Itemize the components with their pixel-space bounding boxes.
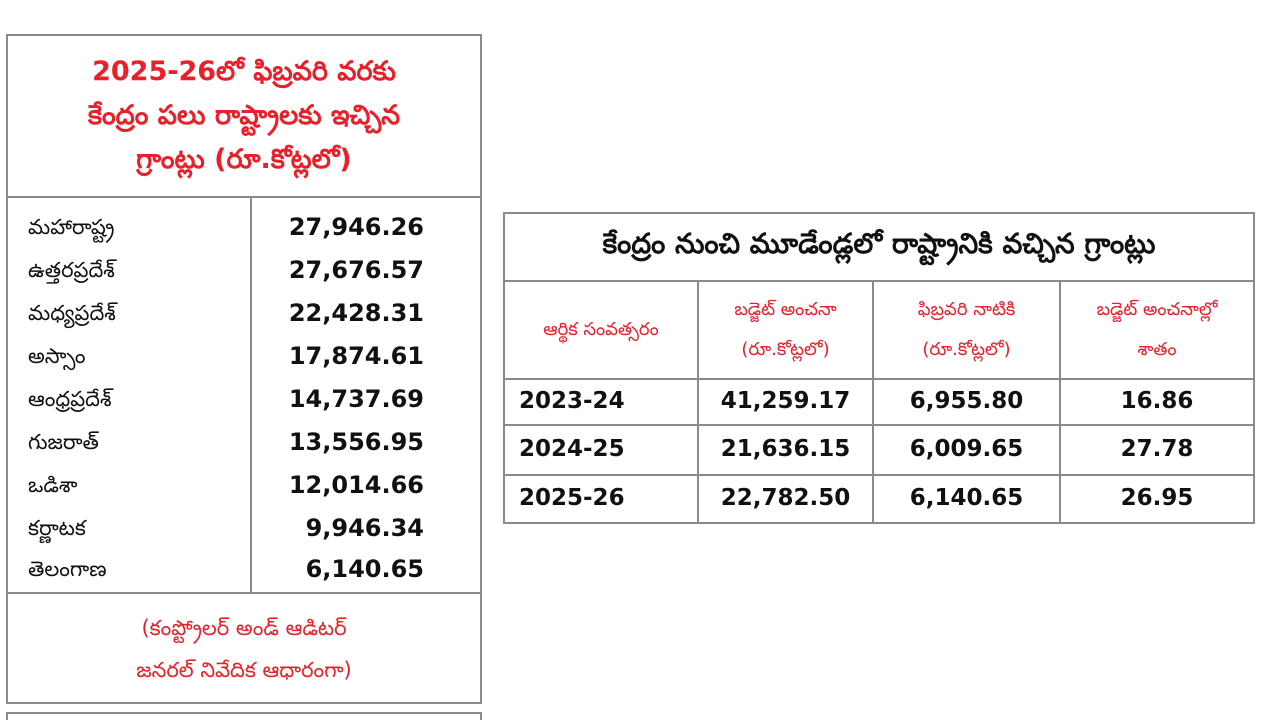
table-row: ఒడిశా 12,014.66 [8,464,480,507]
fiscal-year-cell: 2023-24 [519,388,625,414]
state-grants-title: 2025-26లో ఫిబ్రవరి వరకు కేంద్రం పలు రాష్… [8,36,480,198]
grant-value: 6,140.65 [305,555,424,583]
state-name: ఉత్తరప్రదేశ్ [28,258,115,282]
column-divider [250,198,252,592]
budget-cell: 41,259.17 [720,388,851,414]
state-grants-table: 2025-26లో ఫిబ్రవరి వరకు కేంద్రం పలు రాష్… [6,34,482,704]
grant-value: 9,946.34 [305,514,424,542]
state-name: గుజరాత్ [28,430,99,454]
three-year-grants-table: కేంద్రం నుంచి మూడేండ్లలో రాష్ట్రానికి వచ… [503,212,1255,524]
header-line: (రూ.కోట్లలో) [922,339,1011,360]
table-row: మహారాష్ట్ర 27,946.26 [8,206,480,249]
february-cell: 6,955.80 [909,388,1024,414]
fiscal-year-cell: 2025-26 [519,485,625,511]
fiscal-year-cell: 2024-25 [519,436,625,462]
header-line: (రూ.కోట్లలో) [741,339,830,360]
grant-value: 14,737.69 [288,385,424,413]
budget-cell: 21,636.15 [720,436,851,462]
february-cell: 6,140.65 [909,485,1024,511]
header-line: ఫిబ్రవరి నాటికి [917,299,1016,320]
table-row: అస్సాం 17,874.61 [8,335,480,378]
title-line: కేంద్రం పలు రాష్ట్రాలకు ఇచ్చిన [87,100,401,131]
header-fiscal-year: ఆర్థిక సంవత్సరం [505,282,697,378]
grant-value: 17,874.61 [288,342,424,370]
grant-value: 12,014.66 [288,471,424,499]
source-line: జనరల్ నివేదిక ఆధారంగా) [136,658,352,682]
percent-cell: 27.78 [1120,436,1194,462]
header-budget-estimate: బడ్జెట్ అంచనా (రూ.కోట్లలో) [699,282,872,378]
grant-value: 27,946.26 [288,213,424,241]
grant-value: 22,428.31 [288,299,424,327]
source-line: (కంప్ట్రోలర్ అండ్ ఆడిటర్ [141,616,347,640]
state-name: కర్ణాటక [28,516,86,540]
source-note: (కంప్ట్రోలర్ అండ్ ఆడిటర్ జనరల్ నివేదిక ఆ… [8,594,480,704]
table-row: మధ్యప్రదేశ్ 22,428.31 [8,292,480,335]
grant-value: 13,556.95 [288,428,424,456]
table-row: గుజరాత్ 13,556.95 [8,421,480,464]
title-line: 2025-26లో ఫిబ్రవరి వరకు [92,56,396,87]
table-row: కర్ణాటక 9,946.34 [8,507,480,550]
state-name: మహారాష్ట్ర [28,215,115,239]
column-divider [697,282,699,522]
header-line: శాతం [1137,339,1177,360]
three-year-grants-title: కేంద్రం నుంచి మూడేండ్లలో రాష్ట్రానికి వచ… [505,214,1253,282]
state-grants-rows: మహారాష్ట్ర 27,946.26 ఉత్తరప్రదేశ్ 27,676… [8,198,480,594]
february-cell: 6,009.65 [909,436,1024,462]
state-name: అస్సాం [28,344,86,368]
column-divider [1059,282,1061,522]
grant-value: 27,676.57 [288,256,424,284]
row-divider [505,474,1253,476]
budget-cell: 22,782.50 [720,485,851,511]
table-row: ఆంధ్రప్రదేశ్ 14,737.69 [8,378,480,421]
state-name: ఆంధ్రప్రదేశ్ [28,387,112,411]
state-name: తెలంగాణ [28,557,107,581]
state-name: మధ్యప్రదేశ్ [28,301,116,325]
header-line: బడ్జెట్ అంచనా [734,299,837,320]
header-line: ఆర్థిక సంవత్సరం [543,319,659,340]
column-divider [872,282,874,522]
state-name: ఒడిశా [28,473,78,497]
title-line: గ్రాంట్లు (రూ.కోట్లలో) [136,144,352,175]
header-line: బడ్జెట్ అంచనాల్లో [1096,299,1218,320]
percent-cell: 26.95 [1120,485,1194,511]
next-table-edge [6,712,482,720]
header-percent: బడ్జెట్ అంచనాల్లో శాతం [1061,282,1253,378]
percent-cell: 16.86 [1120,388,1194,414]
table-row: ఉత్తరప్రదేశ్ 27,676.57 [8,249,480,292]
header-by-february: ఫిబ్రవరి నాటికి (రూ.కోట్లలో) [874,282,1059,378]
table-row: తెలంగాణ 6,140.65 [8,548,480,591]
row-divider [505,378,1253,380]
row-divider [505,424,1253,426]
